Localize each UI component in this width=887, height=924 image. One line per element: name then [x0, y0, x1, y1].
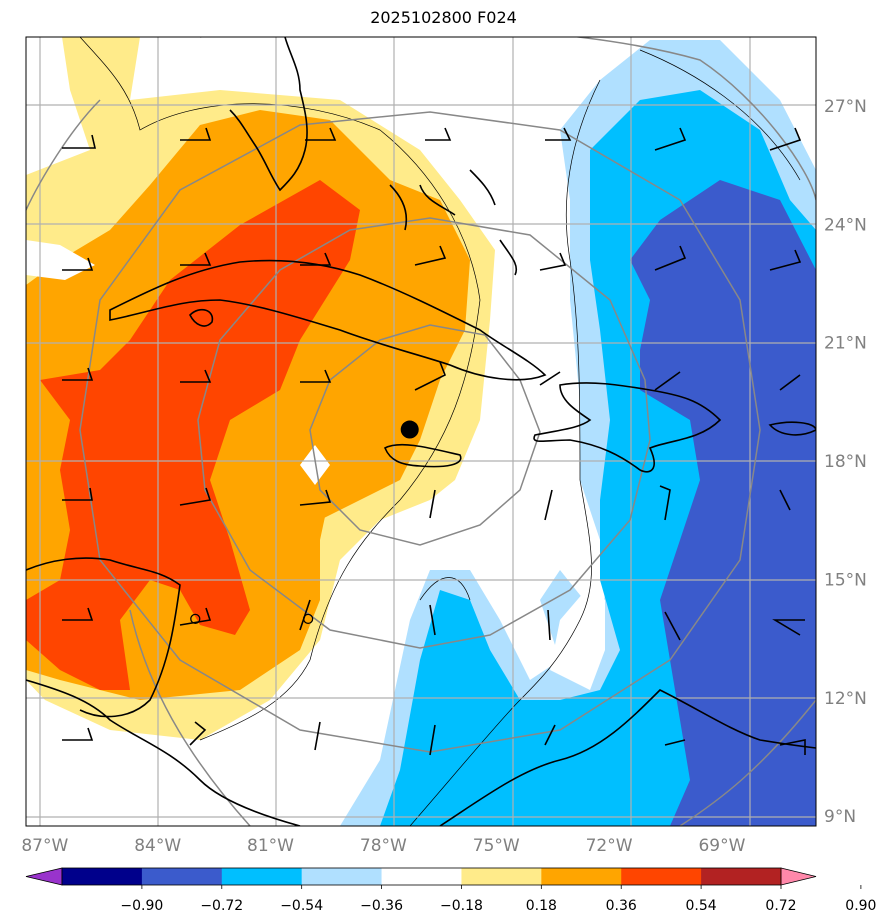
colorbar-tick-label: 0.90	[845, 898, 876, 914]
coast-cuba	[109, 259, 547, 381]
lon-tick-label: 78°W	[360, 836, 407, 856]
range-ring-12deg-c	[129, 609, 251, 826]
colorbar-swatch	[141, 868, 223, 885]
lat-tick-label: 24°N	[824, 215, 867, 235]
lat-tick-label: 15°N	[824, 570, 867, 590]
colorbar-tick-label: 0.72	[765, 898, 796, 914]
colorbar-tick-label: 0.18	[526, 898, 557, 914]
coast-south-america	[439, 689, 816, 826]
coast-puerto-rico	[768, 421, 816, 436]
colorbar-extend-high	[780, 867, 817, 886]
longitude-labels: 87°W 84°W 81°W 78°W 75°W 72°W 69°W	[21, 836, 745, 856]
colorbar-swatch	[221, 868, 303, 885]
lon-tick-label: 84°W	[134, 836, 181, 856]
colorbar-tick-label: −0.54	[280, 898, 323, 914]
wind-barbs	[62, 127, 806, 756]
lon-tick-label: 72°W	[586, 836, 633, 856]
range-ring-6deg	[197, 217, 651, 649]
range-ring-12deg	[200, 37, 816, 201]
lat-tick-label: 21°N	[824, 334, 867, 354]
contour-hole-2	[300, 445, 330, 485]
coast-yucatan	[26, 557, 181, 718]
lat-tick-label: 27°N	[824, 97, 867, 117]
range-ring-12deg-d	[679, 699, 816, 826]
coast-central-america	[26, 679, 301, 826]
colorbar-tick-label: 0.36	[606, 898, 637, 914]
colorbar-swatch	[301, 868, 383, 885]
colorbar-tick-label: −0.36	[360, 898, 403, 914]
colorbar-tick-label: 0.54	[686, 898, 717, 914]
map-plot-area	[26, 37, 816, 826]
colorbar-swatch	[701, 868, 782, 885]
lon-tick-label: 87°W	[21, 836, 68, 856]
graticule	[26, 37, 816, 826]
track-marker-1	[302, 613, 314, 625]
coast-hispaniola	[533, 382, 722, 473]
track-marker-0	[190, 613, 201, 625]
colorbar-tick-label: −0.72	[200, 898, 243, 914]
storm-center-marker	[400, 420, 419, 439]
colorbar-tick-label: −0.18	[440, 898, 483, 914]
colorbar-tick-label: −0.90	[120, 898, 163, 914]
lon-tick-label: 75°W	[473, 836, 520, 856]
track-markers	[190, 613, 314, 625]
map-title: 2025102800 F024	[370, 8, 517, 27]
coastlines	[26, 37, 816, 826]
latitude-labels: 9°N 12°N 15°N 18°N 21°N 24°N 27°N	[824, 97, 867, 827]
map-frame	[25, 36, 817, 827]
lon-tick-label: 81°W	[247, 836, 294, 856]
contour-fill-neg-0.72--0.54	[630, 180, 816, 826]
lat-tick-label: 9°N	[824, 807, 856, 827]
colorbar-frame	[61, 867, 782, 886]
colorbar-extend-low	[25, 867, 63, 886]
coast-isla-juventud	[189, 308, 214, 327]
coast-jamaica	[383, 443, 462, 468]
lat-tick-label: 12°N	[824, 689, 867, 709]
coast-bahamas	[389, 169, 518, 276]
colorbar-swatch	[621, 868, 702, 885]
colorbar-swatch	[381, 868, 462, 885]
colorbar-swatch	[541, 868, 622, 885]
colorbar: −0.90 −0.72 −0.54 −0.36 −0.18 0.18 0.36 0.54 0.7…	[25, 867, 876, 914]
lat-tick-label: 18°N	[824, 452, 867, 472]
colorbar-swatch	[461, 868, 542, 885]
contour-hole	[550, 585, 605, 690]
colorbar-swatch	[62, 868, 143, 885]
coast-florida	[229, 37, 308, 192]
lon-tick-label: 69°W	[698, 836, 745, 856]
range-ring-12deg-b	[26, 99, 101, 211]
